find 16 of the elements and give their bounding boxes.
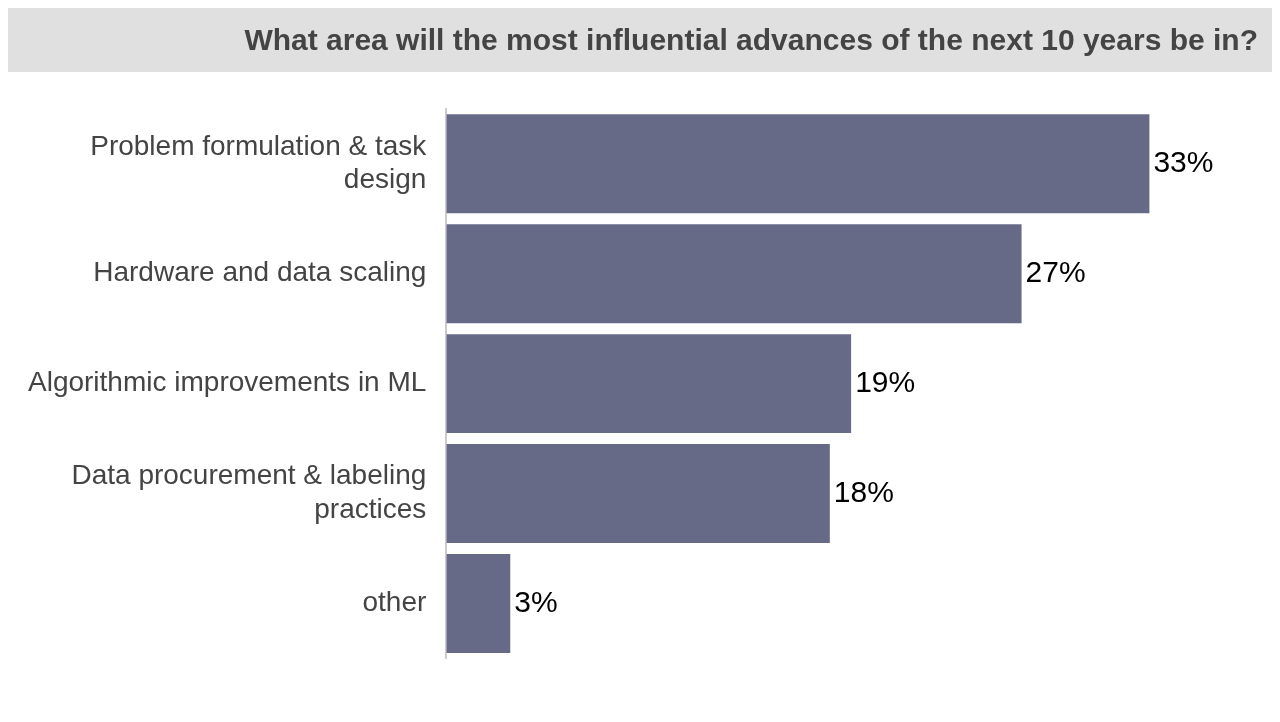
bar <box>446 553 511 653</box>
data-label: 18% <box>833 474 894 508</box>
data-label: 3% <box>514 584 558 618</box>
y-tick-label: Data procurement & labeling practices <box>71 459 427 525</box>
data-label: 33% <box>1153 145 1214 179</box>
data-label: 19% <box>855 364 916 398</box>
chart-title: What area will the most influential advances of the next 10 years be in? <box>8 8 1272 72</box>
y-tick-label: Hardware and data scaling <box>93 256 427 288</box>
bar <box>446 114 1150 214</box>
bar <box>446 224 1022 324</box>
y-tick-label: Problem formulation & task design <box>90 129 428 195</box>
y-tick-label: Algorithmic improvements in ML <box>28 366 427 398</box>
bar <box>446 334 852 434</box>
bar <box>446 444 830 543</box>
y-tick-label: other <box>362 586 427 618</box>
data-label: 27% <box>1025 254 1086 288</box>
